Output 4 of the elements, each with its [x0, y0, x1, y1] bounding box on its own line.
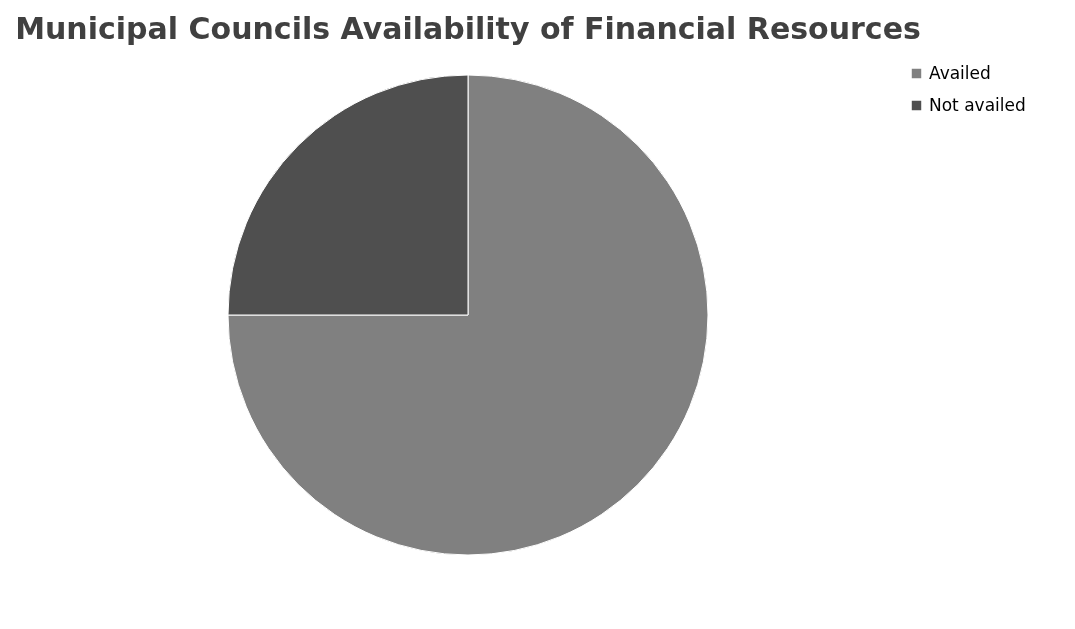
legend-label: Availed	[929, 62, 991, 83]
pie-slice	[227, 74, 709, 556]
chart-title: Municipal Councils Availability of Financial Resources	[15, 11, 921, 46]
legend-label: Not availed	[929, 94, 1026, 115]
